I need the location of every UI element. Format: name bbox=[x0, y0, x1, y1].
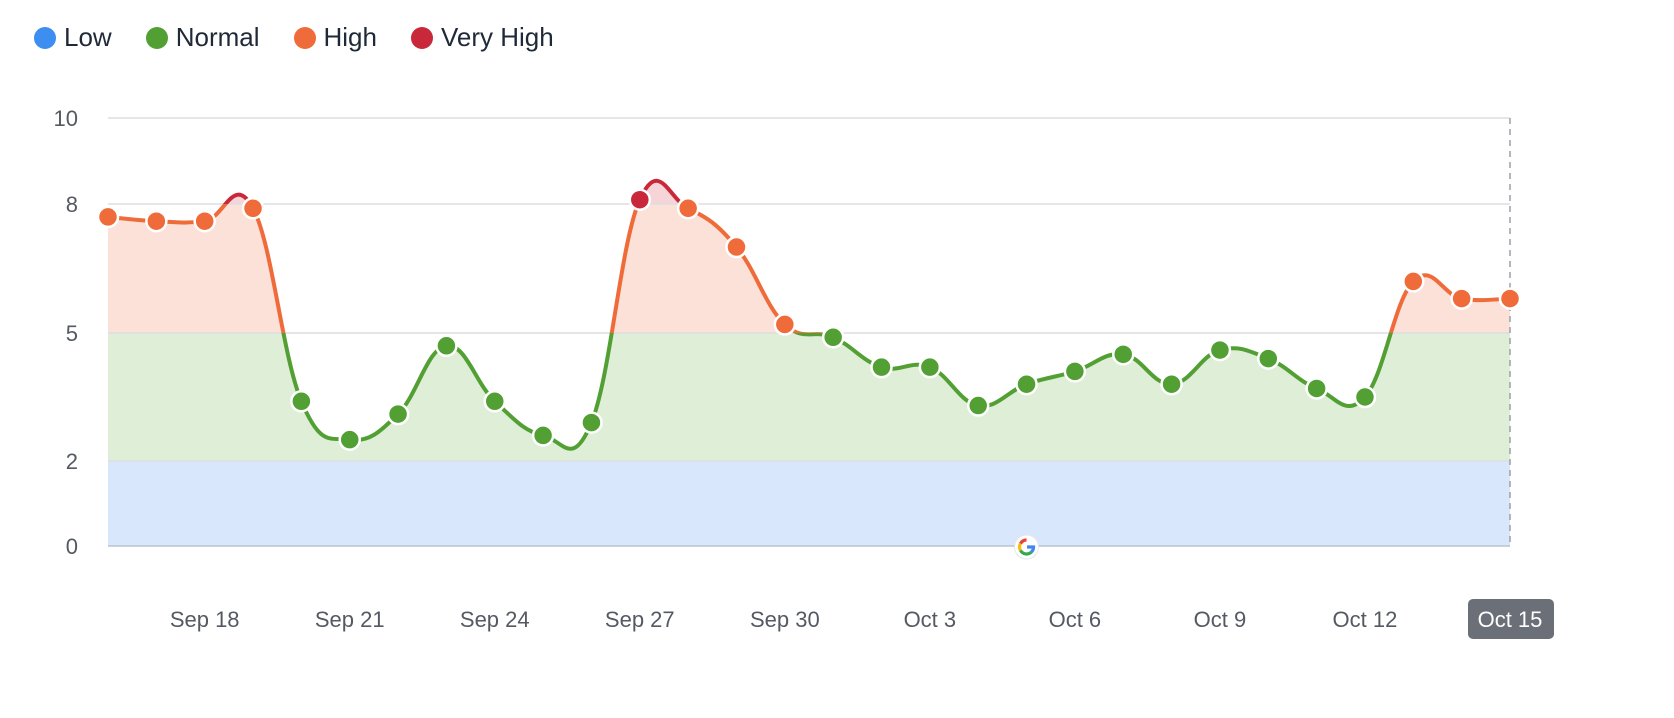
legend-label: High bbox=[323, 22, 377, 52]
google-icon-segment bbox=[1017, 542, 1022, 552]
legend-label: Low bbox=[64, 22, 112, 52]
data-point[interactable] bbox=[1111, 343, 1135, 366]
legend-label: Normal bbox=[175, 22, 260, 52]
legend-dot-icon bbox=[34, 26, 56, 49]
data-point[interactable] bbox=[1015, 372, 1038, 396]
y-tick-label: 5 bbox=[66, 321, 78, 346]
x-tick-label: Oct 15 bbox=[1478, 607, 1543, 632]
data-point[interactable] bbox=[338, 428, 361, 451]
chart-legend: Low Normal High Very High bbox=[34, 22, 554, 53]
data-point[interactable] bbox=[725, 235, 748, 259]
data-point[interactable] bbox=[1063, 360, 1087, 383]
legend-item-very-high[interactable]: Very High bbox=[410, 22, 554, 53]
legend-dot-icon bbox=[293, 26, 316, 49]
data-point[interactable] bbox=[870, 355, 893, 379]
legend-item-high[interactable]: High bbox=[293, 22, 377, 53]
data-point[interactable] bbox=[1160, 372, 1183, 396]
data-point[interactable] bbox=[435, 334, 458, 358]
data-point[interactable] bbox=[821, 326, 845, 349]
x-tick-label: Sep 21 bbox=[315, 607, 385, 632]
x-tick-label: Oct 6 bbox=[1049, 607, 1102, 632]
x-tick-label: Sep 30 bbox=[750, 607, 820, 632]
data-point[interactable] bbox=[773, 313, 797, 336]
data-point[interactable] bbox=[145, 209, 168, 233]
data-point[interactable] bbox=[1402, 270, 1425, 293]
y-tick-label: 10 bbox=[54, 106, 78, 131]
x-tick-label: Sep 24 bbox=[460, 607, 530, 632]
data-point[interactable] bbox=[241, 197, 265, 220]
y-tick-label: 0 bbox=[66, 534, 78, 559]
data-point[interactable] bbox=[290, 390, 313, 413]
data-point[interactable] bbox=[580, 411, 603, 434]
data-point[interactable] bbox=[628, 188, 652, 211]
area-band-normal bbox=[108, 333, 1510, 461]
x-tick-label: Oct 9 bbox=[1194, 607, 1247, 632]
legend-item-low[interactable]: Low bbox=[34, 22, 112, 53]
data-point[interactable] bbox=[966, 394, 990, 417]
y-tick-label: 8 bbox=[66, 192, 78, 217]
x-tick-label: Oct 12 bbox=[1333, 607, 1398, 632]
data-point[interactable] bbox=[96, 205, 120, 229]
series-line-high bbox=[107, 204, 1511, 333]
data-point[interactable] bbox=[1305, 377, 1328, 400]
data-point[interactable] bbox=[483, 390, 507, 413]
legend-dot-icon bbox=[145, 26, 168, 49]
data-point[interactable] bbox=[531, 424, 555, 447]
data-point[interactable] bbox=[1353, 385, 1377, 409]
data-point[interactable] bbox=[1208, 338, 1232, 362]
x-tick-label: Oct 3 bbox=[904, 607, 957, 632]
data-point[interactable] bbox=[918, 355, 942, 379]
data-point[interactable] bbox=[1498, 287, 1522, 310]
google-icon-segment bbox=[1019, 549, 1033, 556]
x-tick-highlight bbox=[1468, 599, 1554, 639]
data-point[interactable] bbox=[1257, 347, 1280, 370]
google-icon-segment bbox=[1027, 545, 1036, 554]
data-point[interactable] bbox=[193, 209, 216, 233]
area-band-low bbox=[108, 461, 1510, 546]
data-point[interactable] bbox=[676, 197, 700, 220]
x-tick-label: Sep 27 bbox=[605, 607, 675, 632]
x-tick-label: Sep 18 bbox=[170, 607, 240, 632]
google-icon-segment bbox=[1019, 538, 1027, 545]
legend-dot-icon bbox=[410, 26, 433, 49]
data-point[interactable] bbox=[386, 402, 410, 426]
legend-item-normal[interactable]: Normal bbox=[145, 22, 260, 53]
y-tick-label: 2 bbox=[66, 449, 78, 474]
data-point[interactable] bbox=[1450, 287, 1473, 310]
legend-label: Very High bbox=[440, 22, 554, 52]
google-icon[interactable] bbox=[1014, 534, 1040, 560]
